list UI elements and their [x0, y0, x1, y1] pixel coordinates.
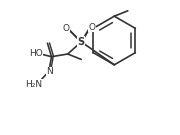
Text: N: N	[46, 67, 53, 76]
Text: S: S	[78, 37, 85, 47]
Text: H₂N: H₂N	[25, 80, 42, 89]
Text: HO: HO	[29, 50, 43, 58]
Text: O: O	[89, 23, 96, 31]
Text: O: O	[63, 24, 70, 33]
